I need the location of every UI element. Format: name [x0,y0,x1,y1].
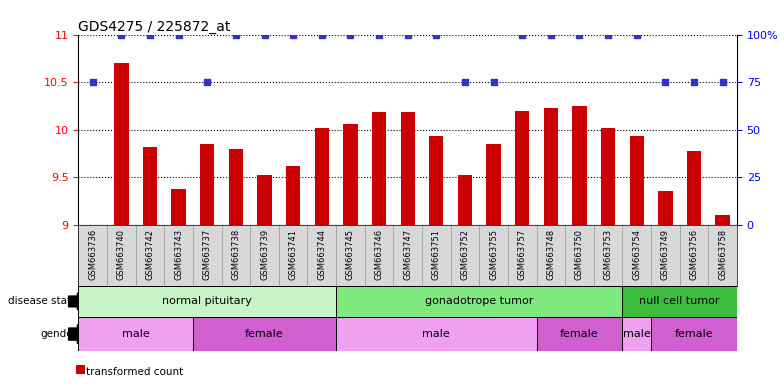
Bar [401,113,415,225]
Bar [78,317,193,351]
Text: GDS4275 / 225872_at: GDS4275 / 225872_at [78,20,230,33]
Text: gender: gender [41,329,78,339]
Text: GSM663758: GSM663758 [718,229,727,280]
Text: GSM663750: GSM663750 [575,229,584,280]
Bar [114,63,129,225]
FancyArrow shape [69,293,87,310]
Text: transformed count: transformed count [86,367,183,377]
Point [401,31,414,38]
Bar [486,144,501,225]
Bar [193,317,336,351]
Point [602,31,615,38]
Text: female: female [245,329,284,339]
Bar [336,286,622,317]
Text: null cell tumor: null cell tumor [640,296,720,306]
Bar [515,111,529,225]
Bar [314,128,329,225]
Text: male: male [122,329,150,339]
Bar [429,136,444,225]
Bar [143,147,157,225]
Point [573,31,586,38]
Bar [200,144,214,225]
Text: GSM663736: GSM663736 [89,229,97,280]
Point [717,79,729,85]
Text: GSM663757: GSM663757 [517,229,527,280]
Text: GSM663754: GSM663754 [632,229,641,280]
Point [430,31,443,38]
Text: GSM663746: GSM663746 [375,229,383,280]
Bar [572,106,586,225]
Bar [286,166,300,225]
Point [86,79,99,85]
Bar [687,151,701,225]
Point [172,31,185,38]
Point [258,31,270,38]
Point [630,31,643,38]
Text: female: female [675,329,713,339]
Bar [536,317,622,351]
Bar [622,286,737,317]
Bar [458,175,472,225]
Text: male: male [622,329,651,339]
Bar [229,149,243,225]
Text: GSM663741: GSM663741 [289,229,298,280]
Point [230,31,242,38]
Point [115,31,128,38]
Text: female: female [560,329,599,339]
Point [516,31,528,38]
Bar [601,128,615,225]
Text: GSM663752: GSM663752 [460,229,470,280]
Text: GSM663738: GSM663738 [231,229,241,280]
Text: GSM663740: GSM663740 [117,229,126,280]
Point [287,31,299,38]
Text: GSM663753: GSM663753 [604,229,612,280]
Text: GSM663751: GSM663751 [432,229,441,280]
Text: GSM663739: GSM663739 [260,229,269,280]
Point [143,31,156,38]
Point [315,31,328,38]
Point [659,79,672,85]
Bar [622,317,651,351]
Text: GSM663742: GSM663742 [146,229,154,280]
Bar [78,286,336,317]
Text: male: male [423,329,450,339]
Text: GSM663748: GSM663748 [546,229,555,280]
Text: GSM663737: GSM663737 [203,229,212,280]
Bar [716,215,730,225]
Text: GSM663747: GSM663747 [403,229,412,280]
Point [201,79,213,85]
Text: GSM663749: GSM663749 [661,229,670,280]
Point [545,31,557,38]
Text: GSM663756: GSM663756 [689,229,699,280]
Point [372,31,385,38]
Point [688,79,700,85]
Text: GSM663744: GSM663744 [318,229,326,280]
Text: GSM663743: GSM663743 [174,229,183,280]
Bar [336,317,536,351]
Bar [257,175,272,225]
Bar [372,113,387,225]
Bar [543,108,558,225]
Bar [172,189,186,225]
Text: normal pituitary: normal pituitary [162,296,252,306]
Point [344,31,357,38]
Text: disease state: disease state [8,296,78,306]
Bar [630,136,644,225]
Bar [343,124,358,225]
Bar [651,317,737,351]
Point [488,79,500,85]
Text: GSM663745: GSM663745 [346,229,355,280]
Point [459,79,471,85]
Text: gonadotrope tumor: gonadotrope tumor [425,296,533,306]
Text: GSM663755: GSM663755 [489,229,498,280]
FancyArrow shape [69,324,87,344]
Bar [659,191,673,225]
